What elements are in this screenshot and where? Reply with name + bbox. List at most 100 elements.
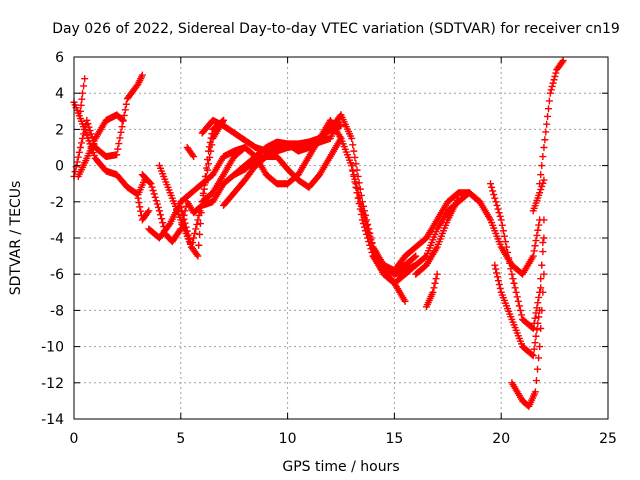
y-tick-label: -8 [50, 303, 64, 319]
interp-point [512, 288, 520, 296]
interp-point [496, 284, 504, 292]
interp-point [496, 212, 504, 220]
y-tick-label: -14 [41, 412, 64, 428]
interp-point [349, 141, 357, 149]
interp-point [558, 58, 566, 66]
interp-point [364, 225, 372, 233]
data-point [348, 162, 356, 170]
interp-point [158, 215, 166, 223]
data-point [348, 134, 356, 142]
interp-point [489, 187, 497, 195]
series-track-19 [369, 252, 420, 275]
data-point [412, 252, 420, 260]
interp-point [537, 275, 545, 283]
data-point [190, 153, 198, 161]
interp-point [137, 207, 145, 215]
interp-point [182, 223, 190, 231]
interp-point [87, 130, 95, 138]
x-axis-label: GPS time / hours [282, 459, 399, 475]
interp-point [197, 209, 205, 217]
interp-point [544, 112, 552, 120]
y-tick-labels: -14 -12 -10 -8 -6 -4 -2 0 2 4 6 [41, 50, 64, 428]
data-point [529, 352, 537, 360]
interp-point [179, 211, 187, 219]
interp-point [365, 229, 373, 237]
interp-point [516, 306, 524, 314]
interp-point [193, 251, 201, 259]
interp-point [195, 241, 203, 249]
interp-point [185, 235, 193, 243]
interp-point [545, 97, 553, 105]
interp-point [552, 69, 560, 77]
interp-point [535, 354, 543, 362]
x-tick-label: 10 [279, 431, 297, 447]
interp-point [117, 128, 125, 136]
interp-point [533, 231, 541, 239]
interp-point [115, 140, 123, 148]
interp-point [513, 293, 521, 301]
interp-point [77, 139, 85, 147]
interp-point [74, 153, 82, 161]
interp-point [353, 184, 361, 192]
grid [74, 57, 608, 419]
interp-point [517, 311, 525, 319]
data-point [177, 225, 185, 233]
data-markers [70, 57, 567, 410]
interp-point [539, 288, 547, 296]
interp-point [178, 207, 186, 215]
data-point [358, 207, 366, 215]
interp-point [350, 147, 358, 155]
interp-point [537, 186, 545, 194]
series-track-28 [529, 176, 548, 215]
interp-point [421, 253, 429, 261]
interp-point [186, 239, 194, 247]
interp-point [355, 179, 363, 187]
interp-point [549, 79, 557, 87]
data-point [559, 57, 567, 65]
data-point [76, 107, 84, 115]
series-track-8 [134, 194, 153, 224]
interp-point [154, 203, 162, 211]
interp-point [534, 319, 542, 327]
interp-point [488, 183, 496, 191]
interp-point [204, 156, 211, 164]
interp-point [189, 151, 197, 159]
interp-point [538, 306, 546, 314]
chart-title: Day 026 of 2022, Sidereal Day-to-day VTE… [52, 21, 620, 37]
interp-point [150, 190, 158, 198]
interp-point [532, 377, 540, 385]
y-tick-label: -4 [50, 231, 64, 247]
data-point [81, 75, 89, 83]
data-point [531, 388, 539, 396]
data-point [540, 216, 548, 224]
interp-point [507, 265, 515, 273]
interp-point [505, 254, 513, 262]
series-track-21 [422, 270, 441, 311]
data-point [540, 234, 548, 242]
interp-point [550, 76, 558, 84]
interp-point [152, 197, 160, 205]
interp-point [180, 215, 188, 223]
interp-point [532, 309, 540, 317]
interp-point [490, 191, 498, 199]
data-point [536, 343, 544, 351]
interp-point [503, 243, 511, 251]
interp-point [511, 284, 519, 292]
interp-point [146, 179, 154, 187]
interp-point [75, 148, 83, 156]
interp-point [349, 166, 357, 174]
interp-point [351, 175, 359, 183]
data-point [177, 203, 185, 211]
interp-point [183, 227, 191, 235]
interp-point [548, 82, 556, 90]
interp-point [118, 123, 126, 131]
x-tick-labels: 0 5 10 15 20 25 [70, 431, 617, 447]
interp-point [539, 153, 547, 161]
y-tick-label: -10 [41, 340, 64, 356]
y-tick-label: 4 [55, 86, 64, 102]
interp-point [494, 205, 502, 213]
data-point [134, 194, 142, 202]
data-point [540, 176, 548, 184]
data-point [529, 325, 537, 332]
